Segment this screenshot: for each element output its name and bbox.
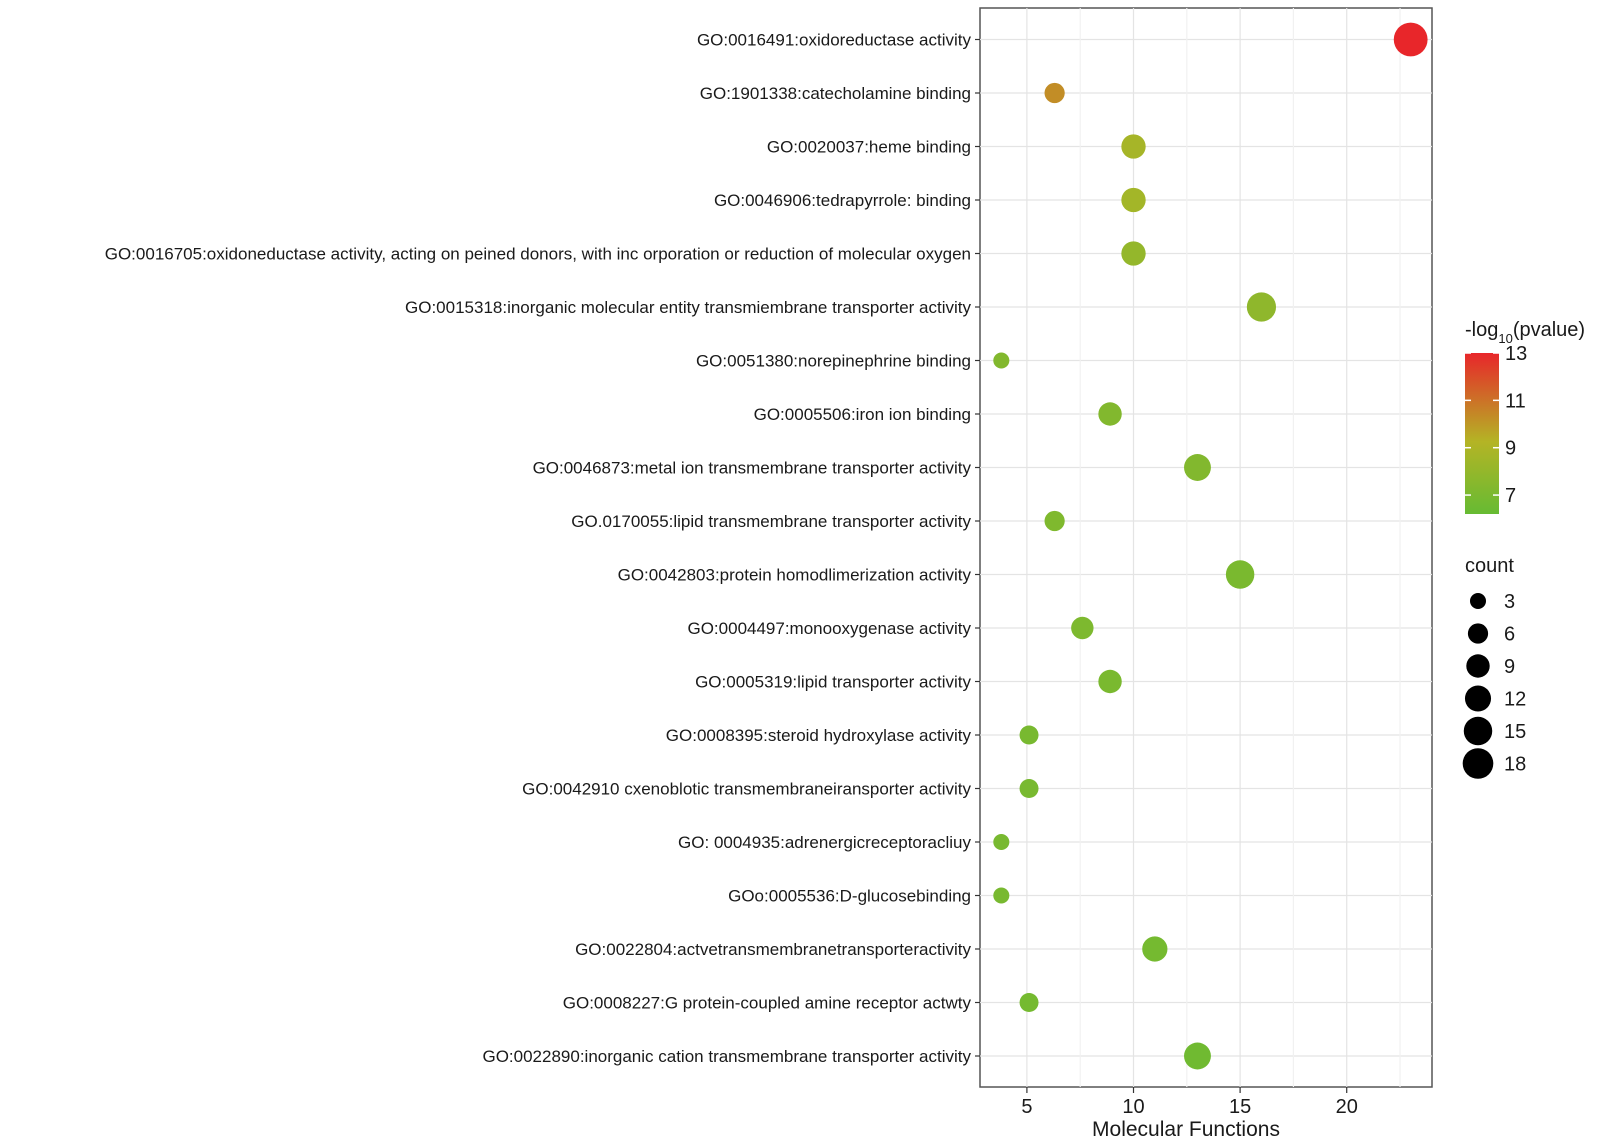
data-point (1071, 616, 1094, 640)
data-point (1098, 669, 1122, 694)
y-tick-label: GO:0015318:inorganic molecular entity tr… (405, 298, 971, 317)
y-tick-label: GO:0042910 cxenoblotic transmembraneiran… (522, 780, 971, 799)
color-legend-tick-label: 13 (1505, 343, 1527, 365)
data-point (1098, 402, 1122, 426)
x-tick-label: 10 (1122, 1096, 1144, 1118)
y-tick-label: GO:0022804:actvetransmembranetransporter… (575, 940, 971, 959)
y-axis: GO:0016491:oxidoreductase activity GO:190… (105, 31, 980, 1066)
data-point (1225, 560, 1255, 589)
data-points (993, 22, 1428, 1070)
plot-panel (979, 7, 1433, 1088)
x-tick-label: 20 (1336, 1096, 1358, 1118)
color-legend-tick-label: 7 (1505, 485, 1516, 507)
y-tick-label: GO:1901338:catecholamine binding (700, 84, 971, 103)
size-legend-label: 6 (1504, 624, 1515, 646)
size-legend-label: 3 (1504, 591, 1515, 613)
size-legend-label: 12 (1504, 689, 1526, 711)
y-tick-label: GOo:0005536:D-glucosebinding (728, 887, 971, 906)
data-point (1184, 1042, 1211, 1070)
size-legend-key (1469, 592, 1487, 610)
x-axis-title: Molecular Functions (1092, 1118, 1280, 1141)
data-point (1184, 454, 1211, 481)
x-tick-label: 15 (1229, 1096, 1251, 1118)
y-tick-label: GO:0046906:tedrapyrrole: binding (714, 191, 971, 210)
x-tick-label: 5 (1021, 1096, 1032, 1118)
y-tick-label: GO:0004497:monooxygenase activity (687, 619, 971, 638)
data-point (1121, 241, 1146, 266)
y-tick-label: GO:0005506:iron ion binding (754, 405, 971, 424)
data-point (993, 352, 1010, 369)
color-legend-tick-label: 9 (1505, 438, 1516, 460)
color-legend-tick-label: 11 (1505, 390, 1526, 412)
grid-lines (980, 8, 1432, 1087)
data-point (1121, 134, 1146, 159)
data-point (993, 887, 1010, 904)
y-tick-label: GO:0020037:heme binding (767, 138, 971, 157)
y-tick-label: GO.0170055:lipid transmembrane transport… (571, 512, 971, 531)
size-legend-key (1462, 748, 1494, 779)
data-point (1044, 82, 1065, 104)
data-point (1393, 22, 1428, 57)
y-tick-label: GO:0016705:oxidoneductase activity, acti… (105, 245, 971, 264)
y-tick-label: GO:0016491:oxidoreductase activity (697, 31, 972, 50)
y-tick-label: GO:0008227:G protein-coupled amine recep… (563, 994, 972, 1013)
x-axis: 5 10 15 20 (1021, 1087, 1358, 1118)
data-point (1019, 725, 1039, 745)
data-point (1121, 187, 1146, 213)
size-legend-key (1467, 623, 1489, 644)
size-legend-title: count (1465, 555, 1514, 577)
y-tick-label: GO:0022890:inorganic cation transmembran… (482, 1047, 971, 1066)
y-tick-label: GO: 0004935:adrenergicreceptoracliuy (678, 833, 971, 852)
size-legend: count 3 6 9 12 15 18 (1462, 555, 1526, 779)
color-legend-title: -log10(pvalue) (1465, 319, 1585, 346)
data-point (1044, 510, 1065, 532)
size-legend-label: 9 (1504, 656, 1515, 678)
y-tick-label: GO:0051380:norepinephrine binding (696, 352, 971, 371)
y-tick-label: GO:0046873:metal ion transmembrane trans… (533, 459, 972, 478)
size-legend-label: 15 (1504, 721, 1526, 743)
y-tick-label: GO:0042803:protein homodlimerization act… (618, 566, 972, 585)
size-legend-key (1464, 685, 1492, 712)
data-point (1246, 292, 1277, 322)
color-bar (1465, 353, 1499, 514)
data-point (993, 833, 1010, 851)
color-legend: -log10(pvalue) 13 11 9 7 (1465, 319, 1585, 514)
size-legend-label: 18 (1504, 754, 1526, 776)
data-point (1142, 936, 1168, 962)
size-legend-key (1466, 654, 1490, 678)
y-tick-label: GO:0008395:steroid hydroxylase activity (666, 726, 972, 745)
size-legend-key (1463, 716, 1493, 746)
data-point (1019, 779, 1039, 798)
data-point (1019, 993, 1039, 1012)
y-tick-label: GO:0005319:lipid transporter activity (695, 673, 971, 692)
